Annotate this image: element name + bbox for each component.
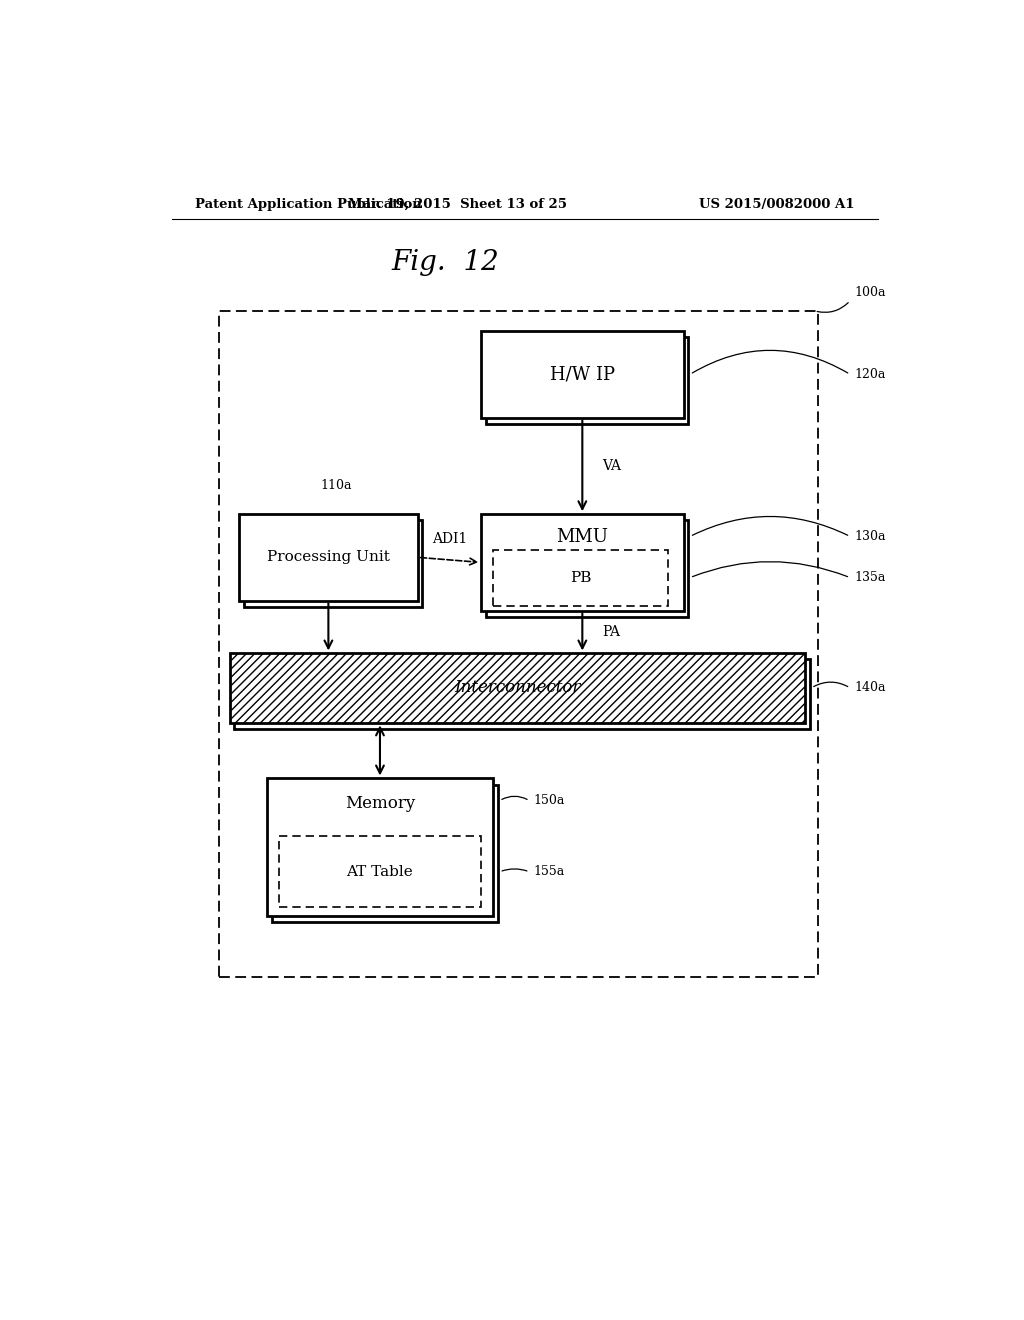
Text: 130a: 130a xyxy=(854,531,886,543)
Text: ADI1: ADI1 xyxy=(432,532,467,546)
Text: PB: PB xyxy=(569,570,591,585)
Text: 100a: 100a xyxy=(854,286,886,300)
Text: Interconnector: Interconnector xyxy=(454,680,581,697)
Text: H/W IP: H/W IP xyxy=(550,366,614,383)
Text: 140a: 140a xyxy=(854,681,886,694)
Text: AT Table: AT Table xyxy=(346,865,414,879)
Text: 150a: 150a xyxy=(534,795,565,808)
Text: US 2015/0082000 A1: US 2015/0082000 A1 xyxy=(699,198,855,211)
Text: VA: VA xyxy=(602,459,622,473)
Bar xyxy=(244,520,423,607)
Bar xyxy=(486,338,688,424)
Bar xyxy=(240,515,418,601)
Text: Processing Unit: Processing Unit xyxy=(267,550,390,565)
Bar xyxy=(271,784,498,921)
Text: Memory: Memory xyxy=(345,796,415,812)
Bar xyxy=(267,779,494,916)
Bar xyxy=(494,549,668,606)
Bar xyxy=(234,660,810,729)
Text: MMU: MMU xyxy=(556,528,608,545)
Text: 135a: 135a xyxy=(854,572,886,585)
Text: 120a: 120a xyxy=(854,368,886,381)
Text: 110a: 110a xyxy=(321,479,352,492)
Bar xyxy=(279,837,481,907)
Bar xyxy=(229,653,805,722)
Bar xyxy=(486,520,688,616)
Text: Patent Application Publication: Patent Application Publication xyxy=(196,198,422,211)
Bar xyxy=(481,515,684,611)
Text: PA: PA xyxy=(602,626,621,639)
Text: Mar. 19, 2015  Sheet 13 of 25: Mar. 19, 2015 Sheet 13 of 25 xyxy=(348,198,567,211)
Text: 155a: 155a xyxy=(534,866,565,878)
Text: Fig.  12: Fig. 12 xyxy=(391,248,500,276)
Bar xyxy=(481,331,684,417)
Bar xyxy=(219,312,818,977)
